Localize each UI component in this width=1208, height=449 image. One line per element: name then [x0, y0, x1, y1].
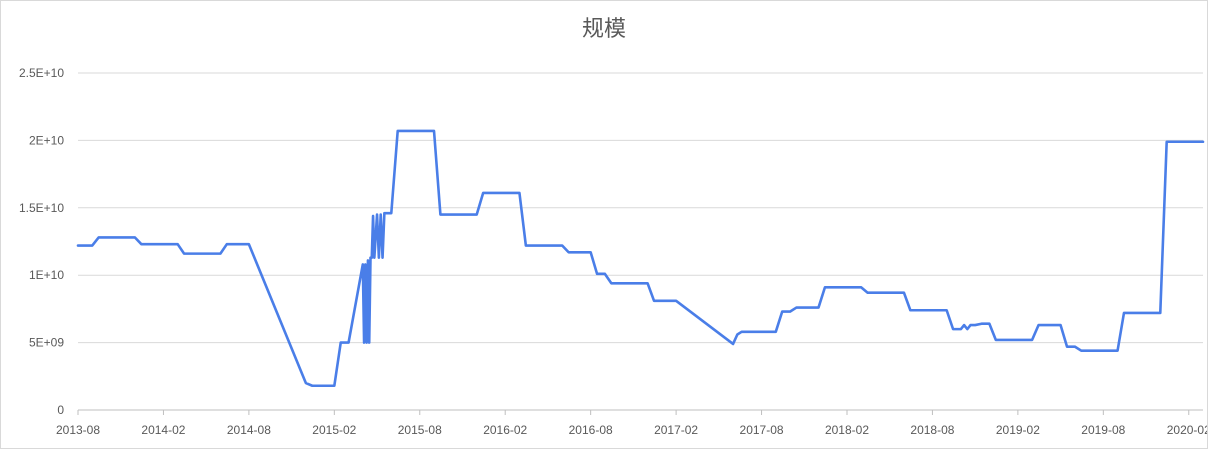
- x-tick-label: 2018-02: [825, 423, 869, 437]
- x-tick-label: 2019-02: [996, 423, 1040, 437]
- x-tick-label: 2017-08: [740, 423, 784, 437]
- y-tick-label: 5E+09: [29, 336, 64, 350]
- chart-title: 规模: [581, 17, 626, 42]
- x-tick-label: 2020-02: [1167, 423, 1207, 437]
- x-tick-label: 2015-02: [312, 423, 356, 437]
- x-tick-label: 2014-08: [227, 423, 271, 437]
- series-line: [76, 129, 1205, 388]
- y-tick-label: 1.5E+10: [19, 201, 64, 215]
- x-tick-label: 2019-08: [1081, 423, 1125, 437]
- y-tick-label: 2E+10: [29, 133, 64, 147]
- x-tick-label: 2015-08: [398, 423, 442, 437]
- y-tick-label: 1E+10: [29, 268, 64, 282]
- x-tick-label: 2017-02: [654, 423, 698, 437]
- x-tick-label: 2016-08: [569, 423, 613, 437]
- x-tick-label: 2016-02: [483, 423, 527, 437]
- y-tick-label: 2.5E+10: [19, 66, 64, 80]
- x-tick-label: 2014-02: [141, 423, 185, 437]
- x-tick-label: 2013-08: [56, 423, 100, 437]
- x-tick-label: 2018-08: [910, 423, 954, 437]
- y-tick-label: 0: [57, 403, 64, 417]
